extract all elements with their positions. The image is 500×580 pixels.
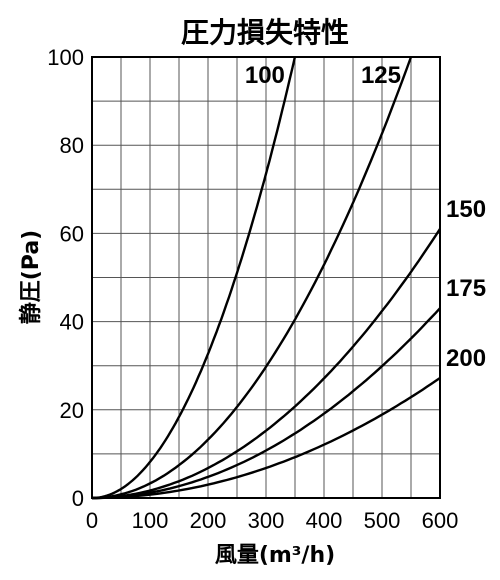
x-tick-label: 400: [306, 508, 343, 533]
series-curve-100: [91, 56, 297, 500]
series-label-125: 125: [361, 62, 401, 89]
series-label-150: 150: [446, 196, 486, 223]
y-tick-label: 80: [60, 133, 84, 158]
plot-frame: [91, 56, 441, 499]
series-curve-175: [92, 307, 441, 500]
series-label-200: 200: [446, 345, 486, 372]
x-tick-label: 300: [248, 508, 285, 533]
x-tick-label: 600: [422, 508, 459, 533]
y-tick-label: 20: [60, 398, 84, 423]
series-curve-125: [91, 56, 413, 500]
y-tick-label: 100: [47, 45, 84, 70]
y-tick-label: 60: [60, 221, 84, 246]
x-tick-label: 500: [364, 508, 401, 533]
series-label-175: 175: [446, 275, 486, 302]
x-tick-label: 0: [86, 508, 98, 533]
x-tick-label: 100: [132, 508, 169, 533]
y-tick-label: 0: [72, 486, 84, 511]
x-tick-label: 200: [190, 508, 227, 533]
y-tick-label: 40: [60, 310, 84, 335]
series-labels: 100 125 150 175 200: [245, 62, 486, 372]
series-curve-200: [92, 377, 441, 500]
series-curves: [91, 56, 442, 500]
x-axis-label: 風量(m³/h): [215, 543, 335, 568]
series-curve-150: [92, 228, 442, 500]
series-label-100: 100: [245, 62, 285, 89]
chart-title: 圧力損失特性: [181, 16, 349, 49]
tick-labels: 0 100 200 300 400 500 600 0 20 40 60 80 100: [47, 45, 458, 533]
y-axis-label: 静圧(Pa): [18, 230, 44, 325]
